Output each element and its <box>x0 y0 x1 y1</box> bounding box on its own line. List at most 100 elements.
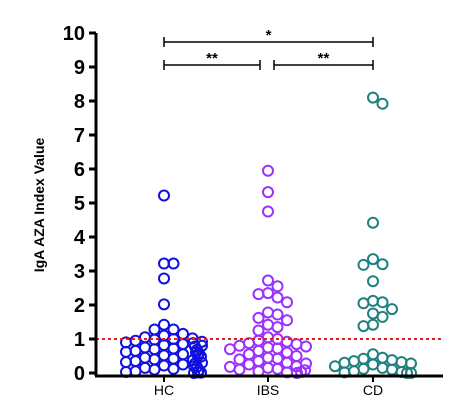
point-ibs-5 <box>262 287 274 300</box>
point-ibs-25 <box>271 342 284 355</box>
point-ibs-35 <box>281 356 293 369</box>
point-hc-23 <box>167 342 180 355</box>
y-tick-label-4: 4 <box>74 227 86 249</box>
point-ibs-23 <box>300 340 312 353</box>
point-cd-2 <box>367 216 379 229</box>
point-ibs-2 <box>262 205 274 218</box>
point-hc-24 <box>148 343 161 356</box>
point-ibs-16 <box>262 331 274 344</box>
point-ibs-47 <box>291 367 303 379</box>
significance-label: * <box>266 27 272 44</box>
point-ibs-9 <box>262 306 274 319</box>
y-tick-label-2: 2 <box>74 295 85 317</box>
point-hc-30 <box>177 348 189 361</box>
point-cd-8 <box>376 296 389 309</box>
y-tick-label-8: 8 <box>74 91 85 113</box>
point-cd-9 <box>357 297 370 310</box>
point-ibs-41 <box>271 362 284 375</box>
point-cd-18 <box>386 354 398 367</box>
point-ibs-11 <box>252 311 265 324</box>
point-hc-4 <box>158 298 170 311</box>
point-hc-31 <box>158 349 170 362</box>
x-tick-label-hc: HC <box>154 382 174 398</box>
point-hc-36 <box>148 353 161 366</box>
bracket-hc-cd: * <box>163 27 374 47</box>
point-ibs-28 <box>281 346 293 359</box>
point-ibs-40 <box>262 361 274 374</box>
y-tick-label-7: 7 <box>74 125 85 147</box>
point-ibs-29 <box>243 348 255 361</box>
point-ibs-6 <box>252 288 265 301</box>
point-cd-7 <box>367 294 379 307</box>
point-ibs-21 <box>290 338 303 351</box>
point-cd-3 <box>367 253 379 266</box>
point-hc-22 <box>139 341 151 354</box>
significance-label: ** <box>318 50 330 67</box>
point-cd-22 <box>405 357 417 370</box>
point-ibs-27 <box>252 344 265 357</box>
point-ibs-39 <box>224 360 236 373</box>
point-hc-5 <box>158 318 170 331</box>
bracket-hc-ibs: ** <box>163 50 261 70</box>
point-cd-4 <box>376 258 389 271</box>
y-tick-label-10: 10 <box>63 23 85 45</box>
x-tick-label-cd: CD <box>363 382 383 398</box>
point-cd-21 <box>338 356 351 369</box>
point-hc-38 <box>129 355 142 368</box>
point-cd-23 <box>367 358 379 371</box>
point-ibs-8 <box>281 296 293 309</box>
point-cd-11 <box>367 307 379 320</box>
point-hc-14 <box>129 334 142 347</box>
point-cd-13 <box>367 318 379 331</box>
point-hc-54 <box>188 367 200 379</box>
data-points <box>120 91 417 379</box>
point-hc-34 <box>139 351 151 364</box>
point-ibs-18 <box>252 334 265 347</box>
point-cd-12 <box>376 310 389 323</box>
point-cd-31 <box>405 367 417 379</box>
point-cd-20 <box>395 356 408 369</box>
series-cd <box>329 91 417 379</box>
point-hc-47 <box>167 362 180 375</box>
point-cd-0 <box>367 91 379 104</box>
point-ibs-31 <box>262 351 274 364</box>
point-cd-32 <box>401 367 413 379</box>
point-ibs-26 <box>224 343 236 356</box>
y-tick-label-3: 3 <box>74 261 85 283</box>
point-cd-5 <box>357 258 370 271</box>
point-ibs-1 <box>262 186 274 199</box>
point-ibs-7 <box>271 291 284 304</box>
point-hc-7 <box>148 323 161 336</box>
point-cd-19 <box>348 355 360 368</box>
point-ibs-32 <box>271 352 284 365</box>
point-hc-48 <box>148 363 161 376</box>
point-cd-14 <box>357 320 370 333</box>
point-hc-53 <box>195 366 207 379</box>
y-tick-label-0: 0 <box>74 363 85 385</box>
y-tick-label-6: 6 <box>74 159 85 181</box>
y-ticks: 0 1 2 3 4 5 6 7 8 9 10 <box>63 23 96 385</box>
point-hc-18 <box>177 338 189 351</box>
point-cd-25 <box>376 361 389 374</box>
x-tick-label-ibs: IBS <box>257 382 280 398</box>
point-hc-26 <box>129 344 142 357</box>
point-cd-6 <box>367 275 379 288</box>
point-cd-16 <box>376 351 389 364</box>
point-cd-17 <box>357 352 370 365</box>
point-ibs-15 <box>252 324 265 337</box>
point-ibs-24 <box>262 341 274 354</box>
series-ibs <box>224 164 312 379</box>
point-cd-26 <box>357 362 370 375</box>
point-hc-35 <box>167 352 180 365</box>
y-tick-label-1: 1 <box>74 329 85 351</box>
point-ibs-30 <box>290 350 303 362</box>
point-cd-10 <box>386 303 398 316</box>
x-tick-labels: HC IBS CD <box>154 376 383 398</box>
point-ibs-12 <box>281 314 293 327</box>
point-ibs-3 <box>262 274 274 287</box>
point-hc-6 <box>167 323 180 336</box>
point-ibs-37 <box>243 358 255 371</box>
point-hc-43 <box>158 359 170 372</box>
y-tick-label-9: 9 <box>74 57 85 79</box>
